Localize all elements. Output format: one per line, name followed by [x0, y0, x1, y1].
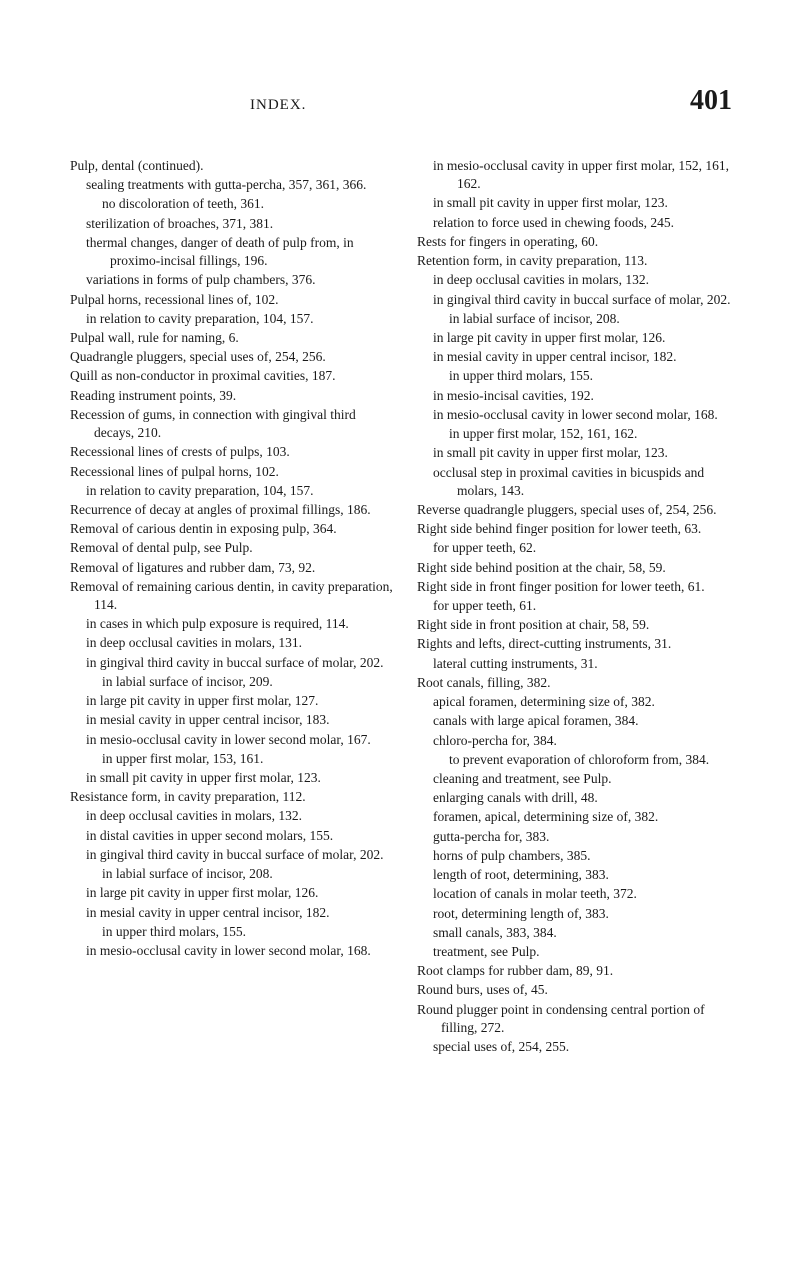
index-entry: in gingival third cavity in buccal surfa…	[417, 291, 740, 309]
index-entry: in small pit cavity in upper first molar…	[70, 769, 393, 787]
index-entry: in deep occlusal cavities in molars, 131…	[70, 634, 393, 652]
index-entry: in labial surface of incisor, 208.	[417, 310, 740, 328]
index-entry: Quill as non-conductor in proximal cavit…	[70, 367, 393, 385]
index-entry: in labial surface of incisor, 209.	[70, 673, 393, 691]
index-entry: Root canals, filling, 382.	[417, 674, 740, 692]
index-entry: Root clamps for rubber dam, 89, 91.	[417, 962, 740, 980]
index-entry: Round burs, uses of, 45.	[417, 981, 740, 999]
index-entry: gutta-percha for, 383.	[417, 828, 740, 846]
index-entry: in upper third molars, 155.	[417, 367, 740, 385]
index-entry: in cases in which pulp exposure is requi…	[70, 615, 393, 633]
index-entry: chloro-percha for, 384.	[417, 732, 740, 750]
index-entry: Round plugger point in condensing centra…	[417, 1001, 740, 1037]
index-entry: root, determining length of, 383.	[417, 905, 740, 923]
index-entry: in deep occlusal cavities in molars, 132…	[70, 807, 393, 825]
index-entry: treatment, see Pulp.	[417, 943, 740, 961]
index-column-right: in mesio-occlusal cavity in upper first …	[417, 157, 740, 1057]
index-entry: Pulp, dental (continued).	[70, 157, 393, 175]
index-entry: for upper teeth, 61.	[417, 597, 740, 615]
index-entry: in large pit cavity in upper first molar…	[70, 692, 393, 710]
index-entry: apical foramen, determining size of, 382…	[417, 693, 740, 711]
page: INDEX. 401 Pulp, dental (continued).seal…	[0, 0, 800, 1285]
index-entry: in upper first molar, 153, 161.	[70, 750, 393, 768]
index-entry: Rights and lefts, direct-cutting instrum…	[417, 635, 740, 653]
index-entry: in gingival third cavity in buccal surfa…	[70, 654, 393, 672]
index-entry: canals with large apical foramen, 384.	[417, 712, 740, 730]
index-entry: in mesio-occlusal cavity in lower second…	[70, 942, 393, 960]
page-number: 401	[690, 85, 732, 117]
index-entry: relation to force used in chewing foods,…	[417, 214, 740, 232]
index-entry: small canals, 383, 384.	[417, 924, 740, 942]
index-entry: in distal cavities in upper second molar…	[70, 827, 393, 845]
index-entry: in mesial cavity in upper central inciso…	[417, 348, 740, 366]
index-entry: Removal of ligatures and rubber dam, 73,…	[70, 559, 393, 577]
index-entry: Reading instrument points, 39.	[70, 387, 393, 405]
index-entry: special uses of, 254, 255.	[417, 1038, 740, 1056]
index-entry: in mesio-occlusal cavity in upper first …	[417, 157, 740, 193]
index-entry: Right side in front finger position for …	[417, 578, 740, 596]
index-entry: Removal of dental pulp, see Pulp.	[70, 539, 393, 557]
index-entry: length of root, determining, 383.	[417, 866, 740, 884]
index-entry: cleaning and treatment, see Pulp.	[417, 770, 740, 788]
index-entry: in small pit cavity in upper first molar…	[417, 194, 740, 212]
index-entry: variations in forms of pulp chambers, 37…	[70, 271, 393, 289]
index-entry: no discoloration of teeth, 361.	[70, 195, 393, 213]
index-entry: in upper third molars, 155.	[70, 923, 393, 941]
index-entry: occlusal step in proximal cavities in bi…	[417, 464, 740, 500]
index-entry: in gingival third cavity in buccal surfa…	[70, 846, 393, 864]
index-column-left: Pulp, dental (continued).sealing treatme…	[70, 157, 393, 1057]
index-entry: to prevent evaporation of chloroform fro…	[417, 751, 740, 769]
index-entry: Right side behind finger position for lo…	[417, 520, 740, 538]
index-entry: Recessional lines of crests of pulps, 10…	[70, 443, 393, 461]
index-entry: sealing treatments with gutta-percha, 35…	[70, 176, 393, 194]
index-entry: thermal changes, danger of death of pulp…	[70, 234, 393, 270]
index-entry: Rests for fingers in operating, 60.	[417, 233, 740, 251]
index-columns: Pulp, dental (continued).sealing treatme…	[70, 157, 740, 1057]
index-entry: horns of pulp chambers, 385.	[417, 847, 740, 865]
index-entry: in mesio-occlusal cavity in lower second…	[417, 406, 740, 424]
index-entry: Pulpal wall, rule for naming, 6.	[70, 329, 393, 347]
index-entry: for upper teeth, 62.	[417, 539, 740, 557]
index-entry: in relation to cavity preparation, 104, …	[70, 482, 393, 500]
index-entry: Recession of gums, in connection with gi…	[70, 406, 393, 442]
page-header: INDEX. 401	[70, 85, 740, 117]
index-title: INDEX.	[250, 97, 306, 114]
index-entry: in deep occlusal cavities in molars, 132…	[417, 271, 740, 289]
index-entry: enlarging canals with drill, 48.	[417, 789, 740, 807]
index-entry: Pulpal horns, recessional lines of, 102.	[70, 291, 393, 309]
index-entry: in large pit cavity in upper first molar…	[70, 884, 393, 902]
index-entry: in mesio-occlusal cavity in lower second…	[70, 731, 393, 749]
index-entry: Quadrangle pluggers, special uses of, 25…	[70, 348, 393, 366]
index-entry: Resistance form, in cavity preparation, …	[70, 788, 393, 806]
index-entry: Removal of remaining carious dentin, in …	[70, 578, 393, 614]
index-entry: in mesial cavity in upper central inciso…	[70, 904, 393, 922]
index-entry: in labial surface of incisor, 208.	[70, 865, 393, 883]
index-entry: sterilization of broaches, 371, 381.	[70, 215, 393, 233]
index-entry: in mesial cavity in upper central inciso…	[70, 711, 393, 729]
index-entry: Retention form, in cavity preparation, 1…	[417, 252, 740, 270]
index-entry: Reverse quadrangle pluggers, special use…	[417, 501, 740, 519]
index-entry: Right side behind position at the chair,…	[417, 559, 740, 577]
index-entry: foramen, apical, determining size of, 38…	[417, 808, 740, 826]
index-entry: Recessional lines of pulpal horns, 102.	[70, 463, 393, 481]
index-entry: Right side in front position at chair, 5…	[417, 616, 740, 634]
index-entry: Recurrence of decay at angles of proxima…	[70, 501, 393, 519]
index-entry: Removal of carious dentin in exposing pu…	[70, 520, 393, 538]
index-entry: in small pit cavity in upper first molar…	[417, 444, 740, 462]
index-entry: in upper first molar, 152, 161, 162.	[417, 425, 740, 443]
index-entry: in relation to cavity preparation, 104, …	[70, 310, 393, 328]
index-entry: in large pit cavity in upper first molar…	[417, 329, 740, 347]
index-entry: location of canals in molar teeth, 372.	[417, 885, 740, 903]
index-entry: lateral cutting instruments, 31.	[417, 655, 740, 673]
index-entry: in mesio-incisal cavities, 192.	[417, 387, 740, 405]
